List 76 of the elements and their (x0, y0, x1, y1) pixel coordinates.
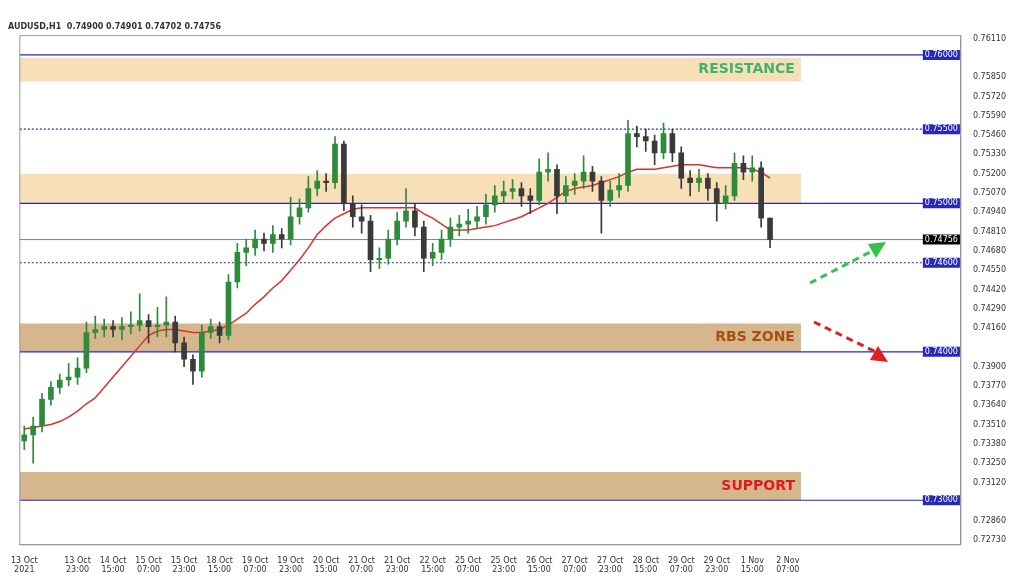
candlestick (278, 228, 285, 249)
ref-line-label: 0.74756 (924, 234, 958, 244)
ref-line-label: 0.74000 (924, 346, 958, 356)
y-tick-label: 0.73380 (972, 438, 1007, 448)
y-tick-label: 0.74550 (972, 265, 1007, 275)
y-tick-label: 0.74420 (972, 284, 1007, 294)
y-tick-label: 0.74680 (972, 245, 1007, 255)
x-tick-label: 25 Oct 23:00 (490, 555, 517, 575)
candlestick (323, 173, 329, 192)
band-label: SUPPORT (721, 476, 796, 493)
candlestick (243, 238, 250, 267)
y-tick-label: 0.76110 (972, 33, 1007, 43)
x-tick-label: 27 Oct 23:00 (596, 555, 624, 575)
x-tick-label: 1 Nov 15:00 (740, 555, 765, 575)
x-tick-label: 19 Oct 23:00 (277, 555, 304, 575)
y-tick-label: 0.73770 (972, 381, 1007, 391)
candlestick (110, 320, 116, 338)
x-tick-label: 13 Oct 2021 (11, 555, 38, 575)
y-tick-label: 0.75330 (972, 149, 1007, 159)
y-tick-label: 0.73250 (972, 458, 1007, 468)
ref-line-label: 0.73000 (924, 495, 958, 505)
candlestick (30, 416, 36, 464)
candlestick (687, 170, 693, 197)
candlestick (127, 311, 134, 335)
x-tick-label: 21 Oct 23:00 (383, 555, 411, 575)
y-tick-label: 0.73640 (972, 400, 1007, 410)
y-tick-label: 0.73120 (972, 477, 1007, 487)
y-tick-label: 0.75200 (972, 168, 1007, 178)
ref-line-label: 0.75500 (924, 124, 958, 134)
y-tick-label: 0.75590 (972, 110, 1007, 120)
y-tick-label: 0.74940 (972, 207, 1007, 217)
x-tick-label: 15 Oct 07:00 (135, 555, 162, 575)
x-tick-label: 21 Oct 07:00 (348, 555, 375, 575)
candlestick (634, 125, 640, 148)
candlestick (642, 128, 649, 152)
x-tick-label: 28 Oct 15:00 (632, 555, 660, 575)
x-tick-label: 18 Oct 15:00 (206, 555, 233, 575)
y-tick-label: 0.73900 (972, 361, 1007, 371)
x-tick-label: 29 Oct 07:00 (667, 555, 695, 575)
y-tick-label: 0.74290 (972, 303, 1007, 313)
x-tick-label: 29 Oct 23:00 (703, 555, 731, 575)
candlestick (545, 152, 551, 182)
x-tick-label: 14 Oct 15:00 (99, 555, 127, 575)
x-tick-label: 27 Oct 07:00 (561, 555, 588, 575)
band-label: RESISTANCE (698, 60, 795, 77)
x-tick-label: 2 Nov 07:00 (776, 555, 800, 575)
candlestick (119, 317, 125, 341)
candlestick (571, 173, 578, 195)
candlestick (92, 315, 99, 339)
candlestick (101, 318, 108, 338)
candlestick (616, 173, 622, 198)
ref-line-label: 0.74600 (924, 257, 958, 267)
candlestick (474, 205, 480, 229)
ref-line-label: 0.76000 (924, 49, 958, 59)
x-tick-label: 19 Oct 07:00 (241, 555, 269, 575)
chart-title: AUDUSD,H1 0.74900 0.74901 0.74702 0.74756 (8, 21, 222, 31)
band-label: RBS ZONE (715, 328, 795, 345)
x-tick-label: 20 Oct 15:00 (312, 555, 340, 575)
y-tick-label: 0.74160 (972, 323, 1007, 333)
y-tick-label: 0.72860 (972, 516, 1007, 526)
y-tick-label: 0.74810 (972, 226, 1007, 236)
x-tick-label: 25 Oct 07:00 (454, 555, 482, 575)
x-tick-label: 22 Oct 15:00 (419, 555, 446, 575)
candlestick (136, 293, 143, 332)
x-tick-label: 13 Oct 23:00 (64, 555, 91, 575)
y-tick-label: 0.75850 (972, 72, 1007, 82)
candlestick (696, 168, 702, 192)
x-tick-label: 26 Oct 15:00 (525, 555, 553, 575)
y-tick-label: 0.72730 (972, 535, 1007, 545)
y-tick-label: 0.75070 (972, 188, 1007, 198)
candlestick (500, 180, 507, 204)
y-tick-label: 0.73510 (972, 419, 1007, 429)
y-tick-label: 0.75460 (972, 130, 1007, 140)
ref-line-label: 0.75000 (924, 198, 958, 208)
x-tick-label: 15 Oct 23:00 (170, 555, 198, 575)
y-tick-label: 0.75720 (972, 91, 1007, 101)
